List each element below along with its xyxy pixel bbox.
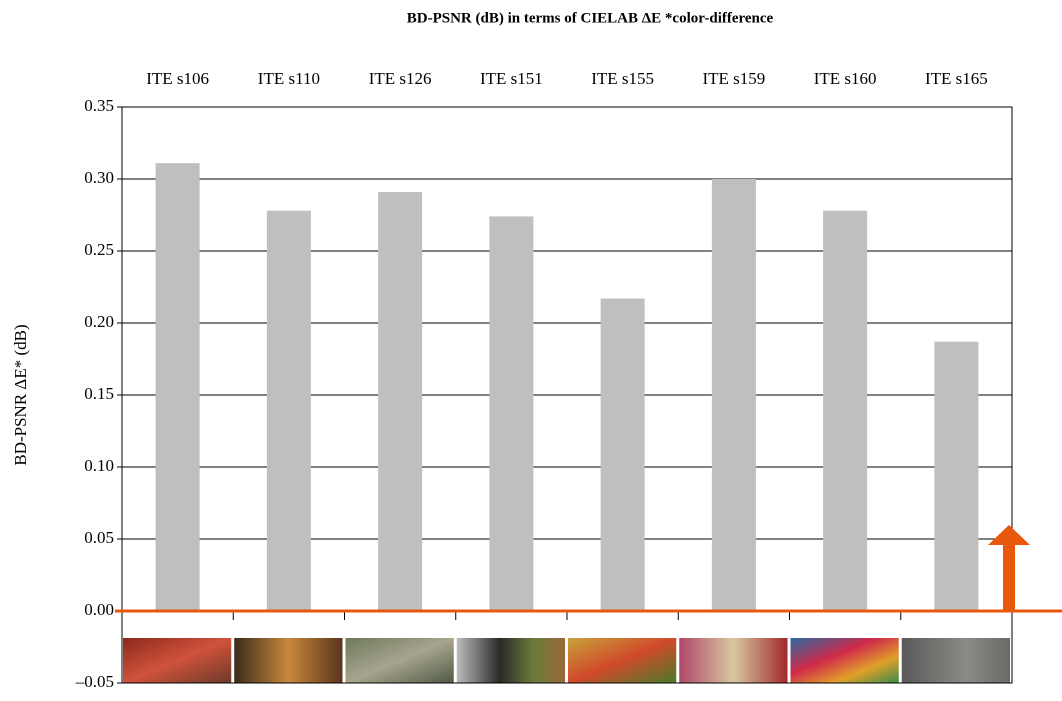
thumbnail [234,638,343,683]
x-tick-label: ITE s110 [258,69,320,88]
bar [823,210,868,611]
y-tick-label: 0.30 [84,168,114,187]
plot-frame [121,106,1013,684]
x-tick-label: ITE s165 [925,69,988,88]
x-tick-label: ITE s160 [814,69,877,88]
bar [378,191,423,611]
x-tick-label: ITE s159 [702,69,765,88]
x-tick-label: ITE s106 [146,69,209,88]
chart-title: BD-PSNR (dB) in terms of CIELAB ΔE *colo… [407,10,774,26]
x-tick-label: ITE s126 [369,69,432,88]
y-tick-label: 0.00 [84,600,114,619]
thumbnail [790,638,899,683]
y-tick-label: –0.05 [75,672,114,691]
bar [155,163,200,611]
y-tick-label: 0.05 [84,528,114,547]
bar [711,179,756,611]
y-tick-label: 0.10 [84,456,114,475]
bar [600,298,645,611]
thumbnail [123,638,232,683]
arrow [988,525,1030,611]
y-axis-label: BD-PSNR ΔE* (dB) [11,324,30,465]
y-tick-label: 0.20 [84,312,114,331]
bar [934,341,979,611]
y-tick-label: 0.25 [84,240,114,259]
thumbnail [568,638,677,683]
thumbnail [345,638,454,683]
thumbnail [901,638,1010,683]
bar [489,216,534,611]
thumbnail [679,638,788,683]
y-tick-label: 0.15 [84,384,114,403]
bar [266,210,311,611]
thumbnail [456,638,565,683]
x-tick-label: ITE s151 [480,69,543,88]
y-tick-label: 0.35 [84,96,114,115]
x-tick-label: ITE s155 [591,69,654,88]
